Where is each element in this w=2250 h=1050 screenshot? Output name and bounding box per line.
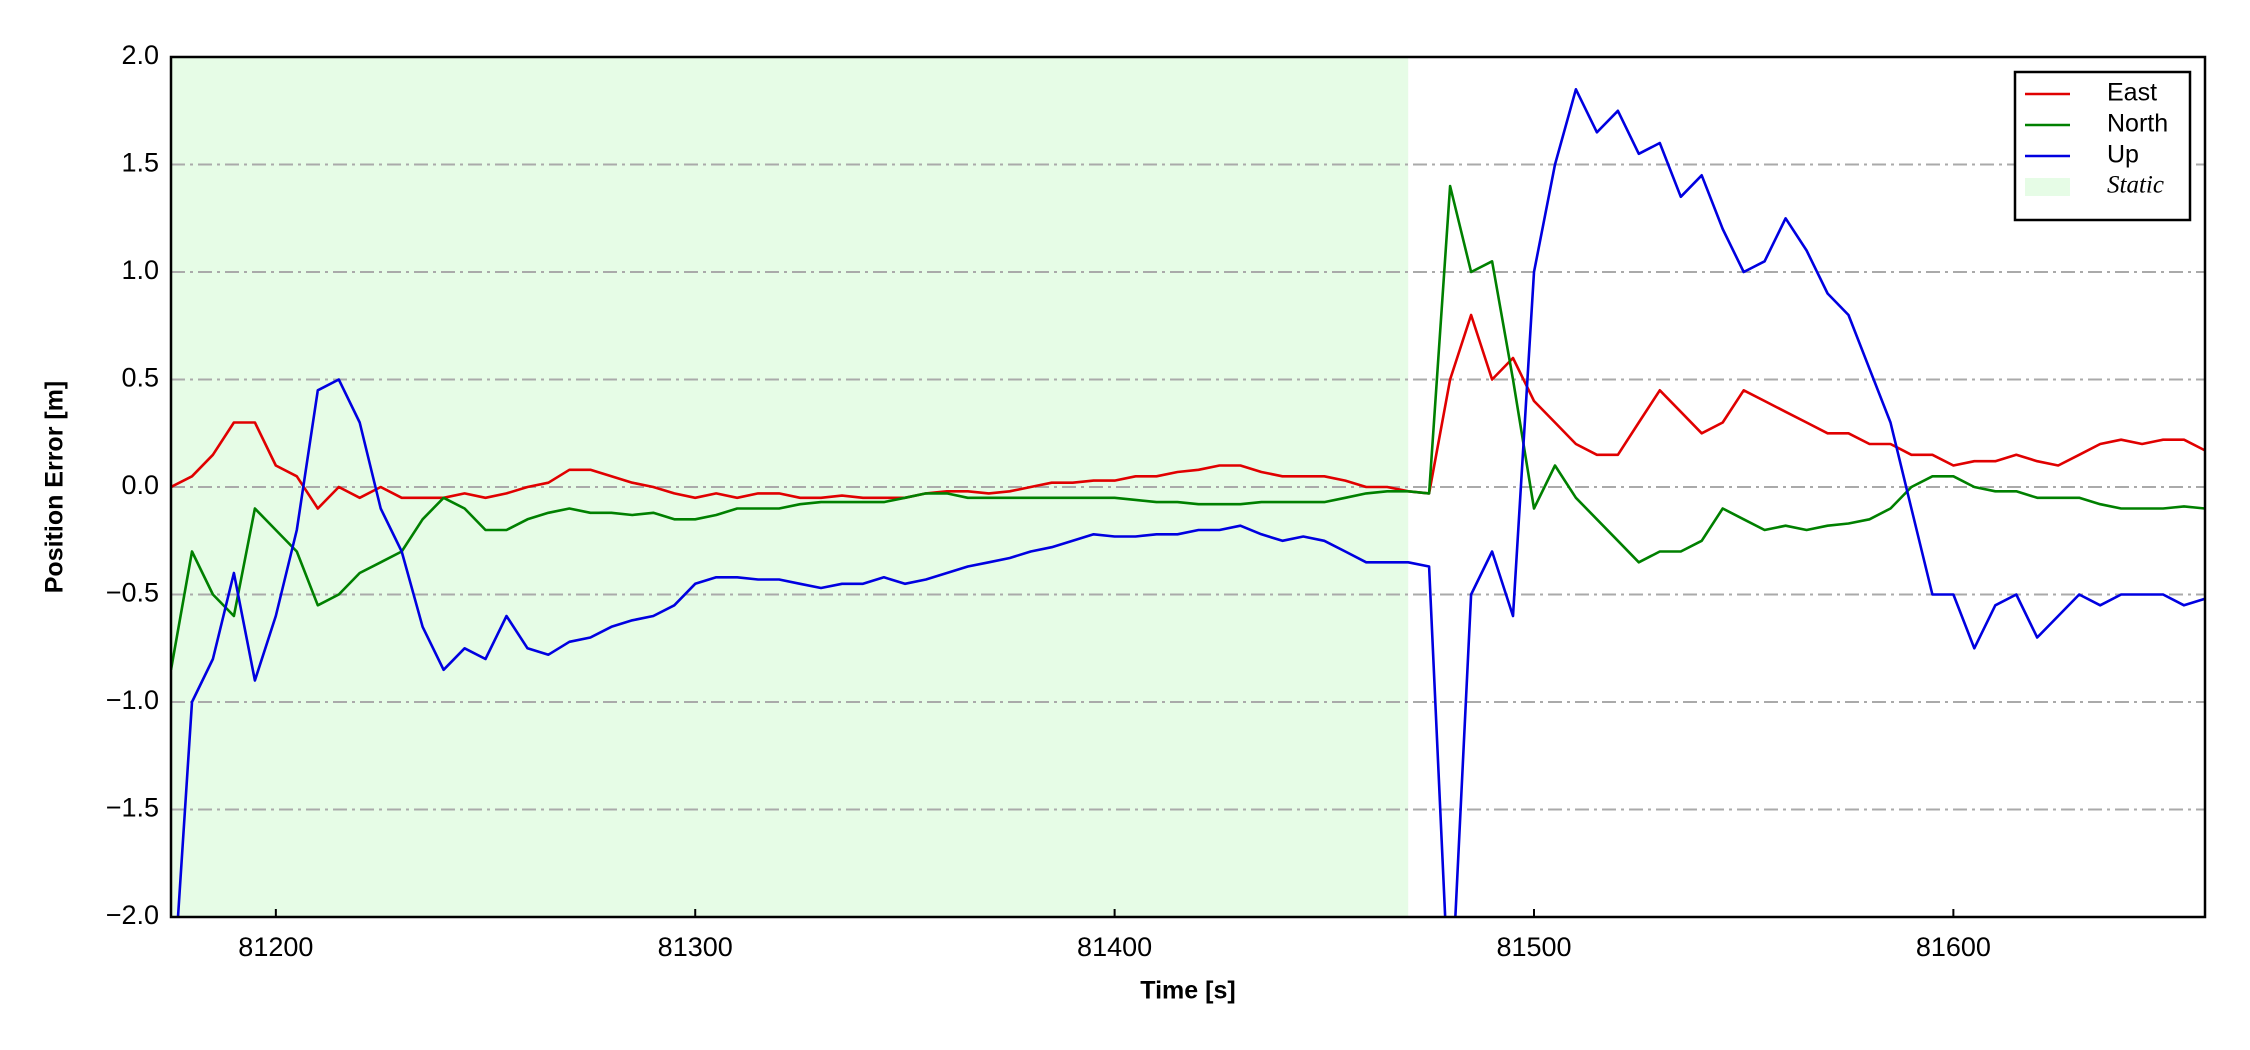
- x-tick-label: 81600: [1916, 932, 1991, 962]
- legend-label: East: [2107, 79, 2157, 107]
- x-axis-title: Time [s]: [1140, 977, 1235, 1005]
- legend-label: North: [2107, 110, 2168, 138]
- y-tick-label: 1.0: [121, 255, 159, 285]
- y-tick-label: −1.5: [106, 793, 159, 823]
- plot-area: [171, 88, 2205, 917]
- x-tick-label: 81400: [1077, 932, 1152, 962]
- y-tick-label: 0.5: [121, 363, 159, 393]
- y-tick-label: 1.5: [121, 148, 159, 178]
- y-tick-label: 2.0: [121, 40, 159, 70]
- y-axis-title: Position Error [m]: [41, 381, 69, 594]
- legend-label: Static: [2107, 172, 2164, 199]
- x-tick-label: 81200: [238, 932, 313, 962]
- x-tick-label: 81300: [658, 932, 733, 962]
- y-tick-label: −0.5: [106, 578, 159, 608]
- legend-label: Up: [2107, 141, 2139, 169]
- y-tick-label: 0.0: [121, 470, 159, 500]
- legend-swatch: [2025, 178, 2070, 196]
- series-line: [171, 313, 2205, 510]
- y-tick-label: −1.0: [106, 685, 159, 715]
- x-tick-label: 81500: [1496, 932, 1571, 962]
- series-line: [171, 184, 2205, 671]
- plot-frame: [169, 55, 2207, 919]
- static-region: [171, 57, 1409, 917]
- y-tick-label: −2.0: [106, 900, 159, 930]
- series-line: [176, 88, 2205, 917]
